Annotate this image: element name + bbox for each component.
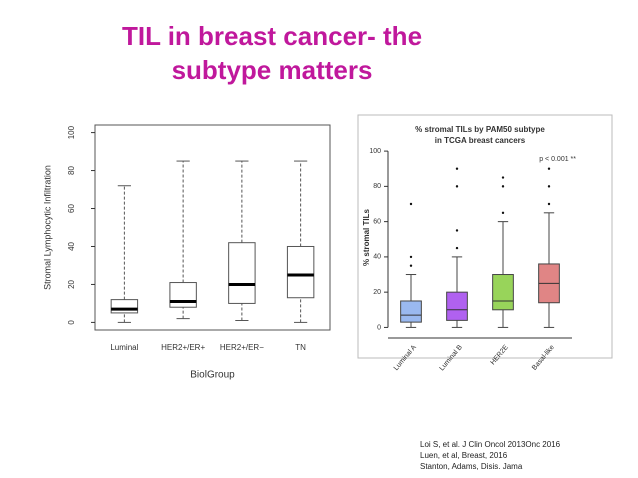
x-tick-label: TN	[295, 343, 306, 352]
outlier	[501, 211, 505, 215]
box	[110, 299, 139, 314]
outlier	[455, 246, 459, 250]
y-tick-label: 80	[373, 183, 381, 190]
chart-title: % stromal TILs by PAM50 subtype	[415, 125, 545, 134]
box	[286, 245, 315, 299]
slide-title: subtype matters	[172, 55, 373, 85]
box	[228, 242, 256, 304]
x-axis-label: BiolGroup	[190, 370, 235, 381]
outlier	[409, 255, 413, 259]
y-tick-label: 80	[67, 166, 76, 175]
y-tick-label: 40	[373, 254, 381, 261]
y-tick-label: 100	[67, 125, 76, 139]
box	[400, 300, 422, 323]
outlier	[455, 185, 459, 188]
x-tick-label: HER2+/ER−	[220, 343, 264, 352]
box	[169, 282, 197, 308]
outlier	[455, 229, 459, 232]
y-tick-label: 20	[373, 289, 381, 296]
x-tick-label: Luminal	[110, 343, 138, 352]
y-tick-label: 0	[377, 324, 381, 331]
reference: Loi S, et al. J Clin Oncol 2013Onc 2016	[420, 440, 561, 449]
y-tick-label: 60	[67, 204, 76, 213]
outlier	[547, 185, 551, 188]
panel-border	[357, 114, 613, 359]
y-axis-label: % stromal TILs	[362, 209, 371, 266]
y-axis-label: Stromal Lymphocytic Infiltration	[42, 165, 52, 290]
box	[492, 274, 514, 311]
outlier	[455, 167, 459, 170]
annotation: p < 0.001 **	[539, 156, 576, 163]
y-tick-label: 100	[369, 148, 381, 155]
box	[446, 291, 468, 321]
outlier	[501, 176, 505, 179]
y-tick-label: 0	[67, 320, 76, 325]
outlier	[409, 264, 413, 267]
outlier	[409, 202, 413, 206]
reference: Stanton, Adams, Disis. Jama	[420, 462, 523, 471]
y-tick-label: 60	[373, 218, 381, 225]
reference: Luen, et al, Breast, 2016	[420, 451, 508, 460]
slide-title: TIL in breast cancer- the	[122, 21, 422, 51]
y-tick-label: 40	[67, 241, 76, 250]
y-tick-label: 20	[67, 279, 76, 288]
outlier	[547, 167, 551, 170]
outlier	[501, 185, 505, 188]
plot-frame	[94, 124, 331, 331]
outlier	[547, 202, 551, 206]
x-tick-label: HER2+/ER+	[161, 343, 205, 352]
chart-title: in TCGA breast cancers	[435, 136, 526, 145]
